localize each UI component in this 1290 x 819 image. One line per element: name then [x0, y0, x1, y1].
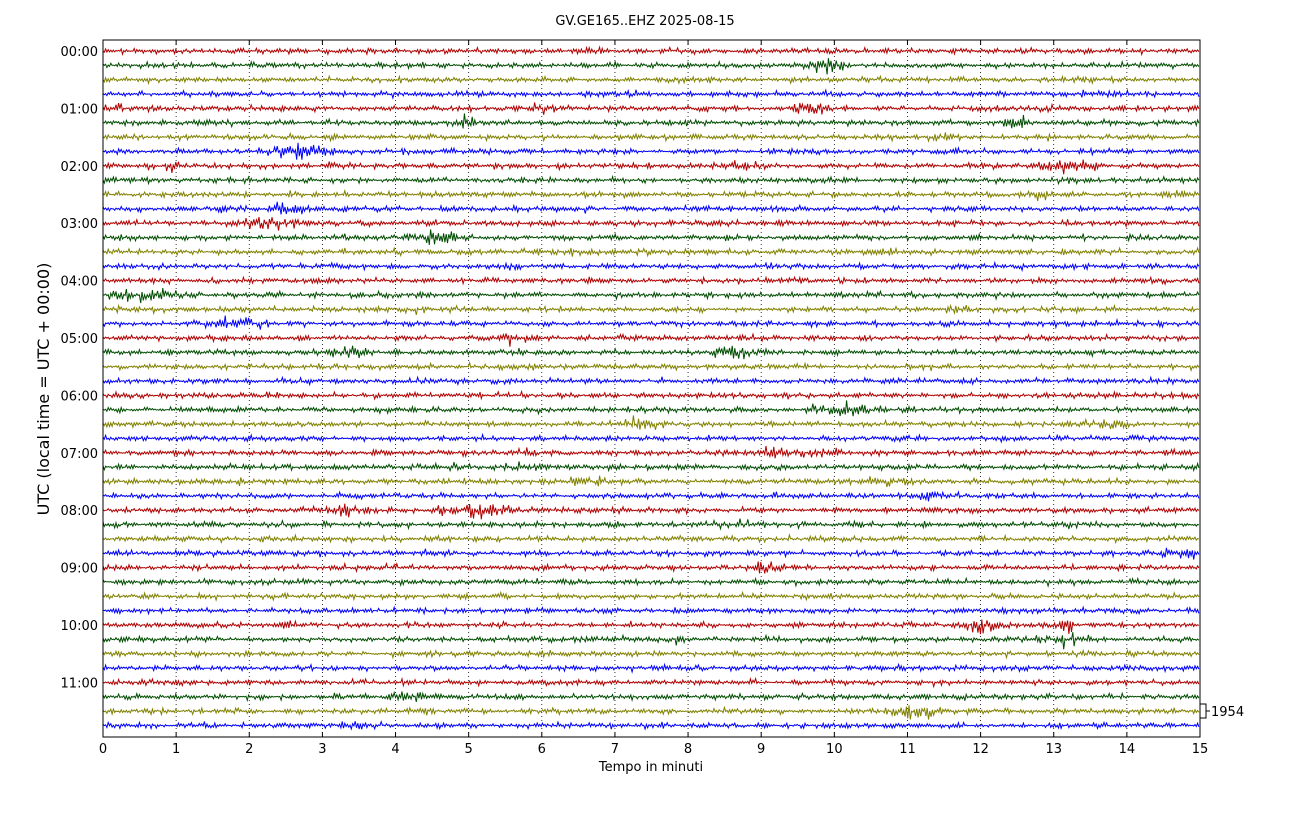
trace-row — [102, 58, 1200, 75]
x-tick-label: 3 — [318, 742, 326, 757]
x-tick-label: 14 — [1119, 742, 1136, 757]
x-tick-label: 12 — [972, 742, 989, 757]
trace-row — [102, 287, 1200, 304]
amplitude-scale-bar: 1954 — [1199, 703, 1244, 720]
y-axis-label: UTC (local time = UTC + 00:00) — [34, 263, 53, 516]
y-tick-label: 03:00 — [61, 217, 98, 232]
trace-row — [102, 216, 1200, 231]
x-tick-label: 6 — [538, 742, 546, 757]
trace-row — [102, 490, 1200, 502]
y-tick-label: 02:00 — [61, 160, 98, 175]
y-tick-label: 08:00 — [61, 504, 98, 519]
x-tick-label: 4 — [391, 742, 399, 757]
trace-row — [102, 705, 1200, 720]
trace-row — [102, 590, 1200, 602]
trace-row — [102, 102, 1200, 115]
trace-row — [102, 45, 1200, 57]
y-tick-label: 04:00 — [61, 275, 98, 290]
trace-row — [102, 260, 1200, 273]
trace-row — [102, 275, 1200, 286]
trace-row — [102, 345, 1200, 360]
trace-row — [102, 533, 1200, 545]
trace-row — [102, 375, 1200, 387]
x-tick-label: 0 — [99, 742, 107, 757]
trace-row — [102, 201, 1200, 215]
trace-row — [102, 445, 1200, 459]
trace-row — [102, 361, 1200, 372]
x-axis-ticks: 0 1 2 3 4 5 6 7 8 9 10 11 12 13 14 15 — [99, 40, 1208, 757]
x-tick-label: 8 — [684, 742, 692, 757]
scale-label: 1954 — [1211, 705, 1244, 720]
x-tick-label: 10 — [826, 742, 843, 757]
trace-row — [102, 415, 1200, 430]
trace-row — [102, 188, 1200, 202]
vertical-gridlines — [175, 40, 1128, 737]
plot-frame — [102, 39, 1201, 738]
trace-row — [102, 561, 1200, 574]
trace-row — [102, 676, 1200, 689]
trace-row — [102, 619, 1200, 635]
trace-row — [102, 246, 1200, 258]
trace-row — [102, 229, 1200, 245]
trace-row — [102, 475, 1200, 488]
y-tick-label: 11:00 — [61, 676, 98, 691]
trace-row — [102, 131, 1200, 143]
x-tick-label: 13 — [1045, 742, 1062, 757]
x-tick-label: 15 — [1192, 742, 1209, 757]
trace-row — [102, 174, 1200, 186]
trace-row — [102, 503, 1200, 520]
trace-row — [102, 605, 1200, 616]
y-tick-label: 06:00 — [61, 389, 98, 404]
x-axis-label: Tempo in minuti — [598, 760, 703, 775]
trace-row — [102, 690, 1200, 703]
trace-row — [102, 432, 1200, 444]
x-tick-label: 9 — [757, 742, 765, 757]
seismic-traces — [102, 45, 1200, 731]
y-tick-label: 10:00 — [61, 619, 98, 634]
x-tick-label: 5 — [465, 742, 473, 757]
y-tick-label: 00:00 — [61, 45, 98, 60]
trace-row — [102, 113, 1200, 129]
trace-row — [102, 547, 1200, 560]
trace-row — [102, 518, 1200, 531]
trace-row — [102, 303, 1200, 316]
trace-row — [102, 74, 1200, 86]
chart-title: GV.GE165..EHZ 2025-08-15 — [555, 14, 734, 29]
trace-row — [102, 142, 1200, 160]
trace-row — [102, 648, 1200, 660]
trace-row — [102, 332, 1200, 347]
x-tick-label: 1 — [172, 742, 180, 757]
y-tick-label: 09:00 — [61, 562, 98, 577]
trace-row — [102, 88, 1200, 100]
trace-row — [102, 662, 1200, 674]
y-tick-label: 05:00 — [61, 332, 98, 347]
trace-row — [102, 400, 1200, 417]
trace-row — [102, 632, 1200, 650]
trace-row — [102, 720, 1200, 731]
trace-row — [102, 389, 1200, 401]
trace-row — [102, 461, 1200, 473]
trace-row — [102, 576, 1200, 588]
x-tick-label: 7 — [611, 742, 619, 757]
y-axis-ticks: 00:00 01:00 02:00 03:00 04:00 05:00 06:00 07:00… — [61, 45, 98, 691]
y-tick-label: 07:00 — [61, 447, 98, 462]
trace-row — [102, 315, 1200, 330]
y-tick-label: 01:00 — [61, 102, 98, 117]
x-tick-label: 11 — [899, 742, 916, 757]
x-tick-label: 2 — [245, 742, 253, 757]
trace-row — [102, 159, 1200, 175]
